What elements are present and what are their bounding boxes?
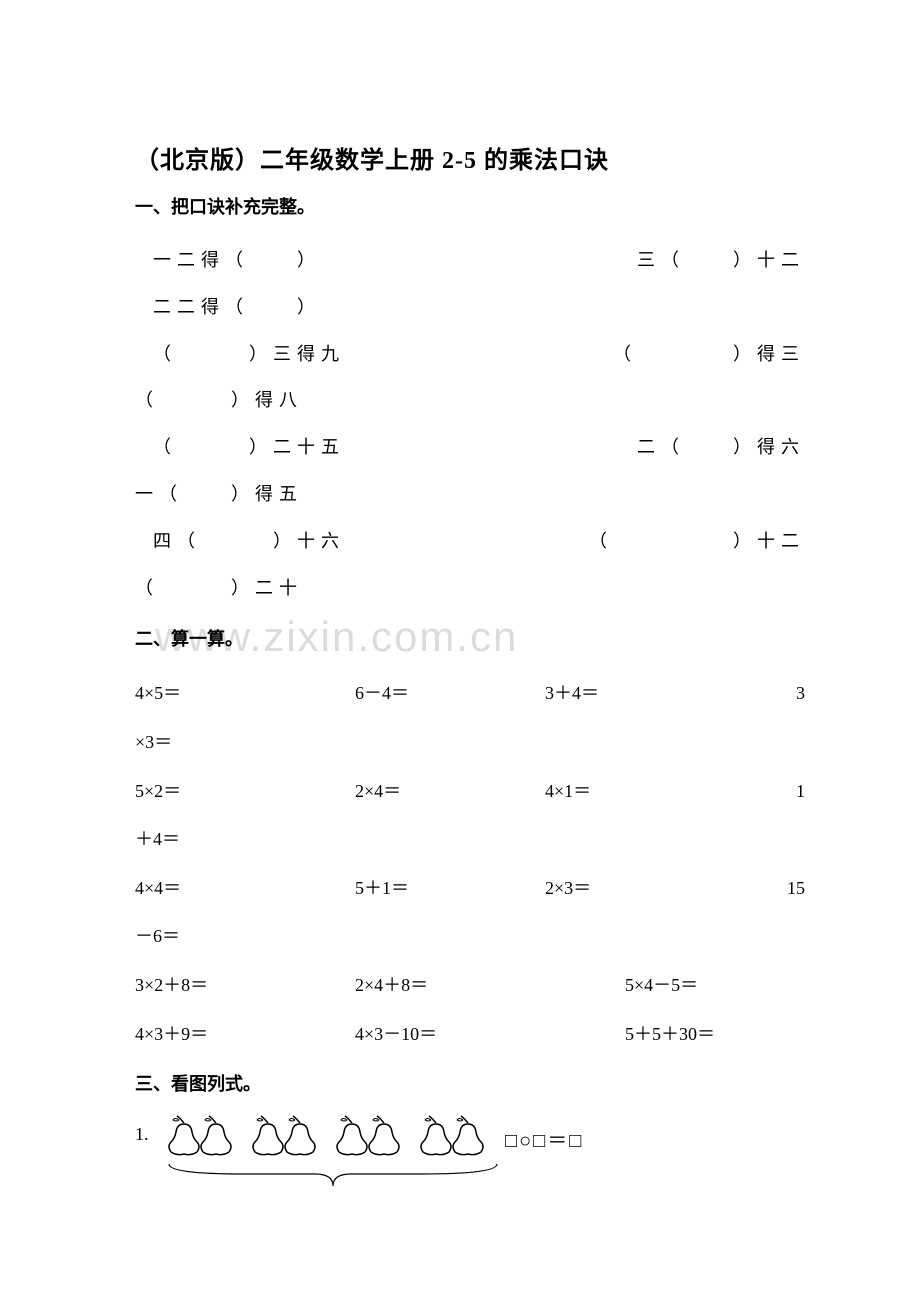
calc-item: 5×2＝: [135, 767, 355, 816]
fill-item: 一（ ）得五: [135, 484, 303, 504]
calc-item: 4×5＝: [135, 669, 355, 718]
calc-item: 5＋5＋30＝: [625, 1010, 805, 1059]
document-title: （北京版）二年级数学上册 2-5 的乘法口诀: [135, 140, 805, 175]
figure-row: 1. □○□＝□: [135, 1114, 805, 1186]
calc-item: 3＋4＝: [545, 669, 775, 718]
calc-item: 5＋1＝: [355, 864, 545, 913]
fill-item: 二二得（ ）: [153, 297, 321, 317]
calc-item: 2×4＋8＝: [355, 961, 625, 1010]
calc-item: 4×1＝: [545, 767, 775, 816]
pears-group-wrap: [165, 1114, 487, 1186]
calc-item: 3×2＋8＝: [135, 961, 355, 1010]
calc-item: 6－4＝: [355, 669, 545, 718]
pear-icon: [449, 1114, 487, 1156]
calc-item: 4×3－10＝: [355, 1010, 625, 1059]
curly-brace-icon: [165, 1160, 501, 1192]
calc-item: 1: [775, 767, 805, 816]
fill-item: 二（ ）得六: [637, 424, 805, 471]
fill-item: （ ）十二: [589, 518, 805, 565]
document-content: （北京版）二年级数学上册 2-5 的乘法口诀 一、把口诀补充完整。 一二得（ ）…: [135, 140, 805, 1186]
fill-item: （ ）得八: [135, 390, 303, 410]
fill-item: （ ）三得九: [153, 331, 345, 378]
fill-item: 一二得（ ）: [153, 237, 321, 284]
fill-item: 四（ ）十六: [153, 518, 345, 565]
pear-icon: [197, 1114, 235, 1156]
fill-row: （ ）三得九 （ ）得三: [135, 331, 805, 378]
calc-item: 2×3＝: [545, 864, 775, 913]
calc-row: 4×3＋9＝ 4×3－10＝ 5＋5＋30＝: [135, 1010, 805, 1059]
pear-pair: [333, 1114, 403, 1156]
calc-item: 4×3＋9＝: [135, 1010, 355, 1059]
calc-row: 3×2＋8＝ 2×4＋8＝ 5×4－5＝: [135, 961, 805, 1010]
section3-heading: 三、看图列式。: [135, 1070, 805, 1096]
calc-item: 2×4＝: [355, 767, 545, 816]
fill-row: 一二得（ ） 三（ ）十二: [135, 237, 805, 284]
section2-body: 4×5＝ 6－4＝ 3＋4＝ 3 ×3＝ 5×2＝ 2×4＝ 4×1＝ 1 ＋4…: [135, 669, 805, 1058]
fill-row: 二二得（ ）: [135, 284, 805, 331]
fill-row: （ ）二十: [135, 565, 805, 612]
fill-row: 四（ ）十六 （ ）十二: [135, 518, 805, 565]
calc-wrap: －6＝: [135, 912, 805, 961]
equation-boxes: □○□＝□: [487, 1114, 583, 1153]
calc-row: 5×2＝ 2×4＝ 4×1＝ 1: [135, 767, 805, 816]
fill-item: （ ）二十五: [153, 424, 345, 471]
calc-wrap: ×3＝: [135, 718, 805, 767]
calc-item: 5×4－5＝: [625, 961, 805, 1010]
section1-heading: 一、把口诀补充完整。: [135, 193, 805, 219]
fill-row: 一（ ）得五: [135, 471, 805, 518]
section2-heading: 二、算一算。: [135, 625, 805, 651]
item-number: 1.: [135, 1114, 165, 1145]
calc-item: 3: [775, 669, 805, 718]
fill-row: （ ）二十五 二（ ）得六: [135, 424, 805, 471]
calc-wrap: ＋4＝: [135, 815, 805, 864]
pears-container: [165, 1114, 487, 1156]
calc-row: 4×4＝ 5＋1＝ 2×3＝ 15: [135, 864, 805, 913]
pear-icon: [365, 1114, 403, 1156]
section1-body: 一二得（ ） 三（ ）十二 二二得（ ） （ ）三得九 （ ）得三 （ ）得八 …: [135, 237, 805, 611]
fill-row: （ ）得八: [135, 377, 805, 424]
calc-row: 4×5＝ 6－4＝ 3＋4＝ 3: [135, 669, 805, 718]
calc-item: 4×4＝: [135, 864, 355, 913]
fill-item: （ ）二十: [135, 578, 303, 598]
calc-item: 15: [775, 864, 805, 913]
pear-icon: [281, 1114, 319, 1156]
pear-pair: [249, 1114, 319, 1156]
fill-item: （ ）得三: [613, 331, 805, 378]
pear-pair: [165, 1114, 235, 1156]
pear-pair: [417, 1114, 487, 1156]
fill-item: 三（ ）十二: [637, 237, 805, 284]
